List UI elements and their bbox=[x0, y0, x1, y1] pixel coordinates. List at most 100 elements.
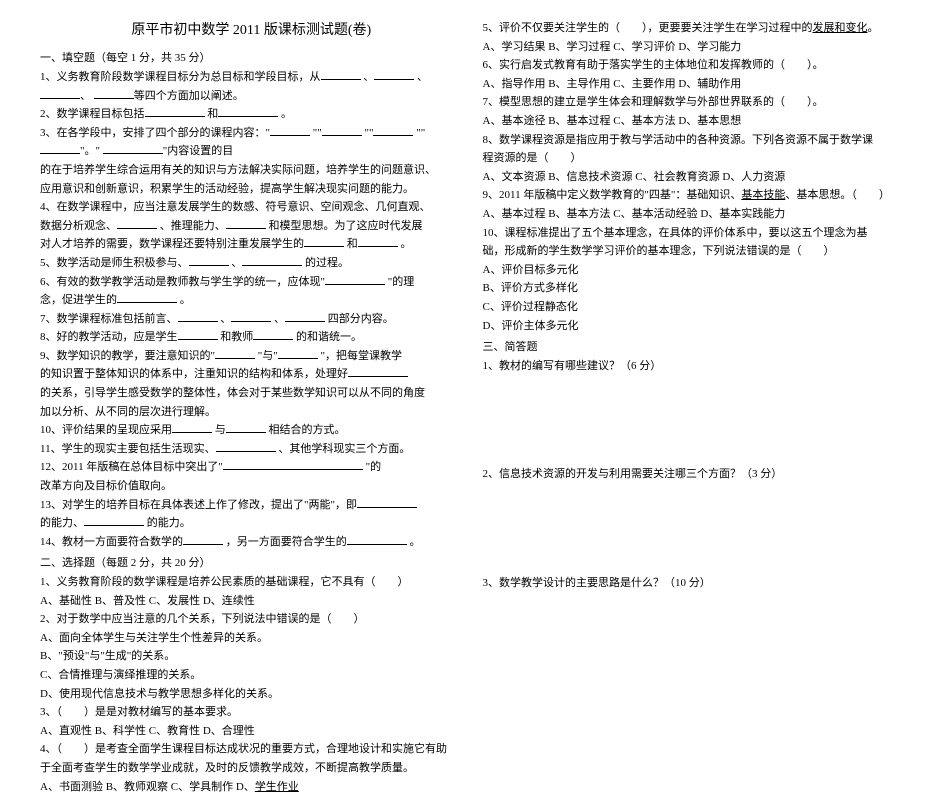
blank bbox=[348, 376, 408, 377]
right-column: 5、评价不仅要关注学生的（ ），更要要关注学生在学习过程中的发展和变化。 A、学… bbox=[473, 20, 916, 648]
q9: 9、数学知识的教学，要注意知识的" "与" "，把每堂课教学 bbox=[40, 348, 463, 366]
blank bbox=[40, 153, 80, 154]
q4-cont2: 对人才培养的需要，数学课程还要特别注重发展学生的 和 。 bbox=[40, 236, 463, 254]
q12: 12、2011 年版稿在总体目标中突出了" "的 bbox=[40, 459, 463, 477]
q6-cont: 念，促进学生的 。 bbox=[40, 292, 463, 310]
blank bbox=[178, 339, 218, 340]
blank bbox=[325, 284, 385, 285]
section-2-heading: 二、选择题（每题 2 分，共 20 分） bbox=[40, 555, 463, 573]
section-1-heading: 一、填空题（每空 1 分，共 35 分） bbox=[40, 50, 463, 68]
mq3-opts: A、直观性 B、科学性 C、教育性 D、合理性 bbox=[40, 723, 463, 741]
mq10-cont: 础，形成新的学生数学学习评价的基本理念，下列说法错误的是（ ） bbox=[483, 243, 906, 261]
blank bbox=[94, 98, 134, 99]
q3-cont3: 应用意识和创新意识，积累学生的活动经验，提高学生解决现实问题的能力。 bbox=[40, 181, 463, 199]
mq2-d: D、使用现代信息技术与教学思想多样化的关系。 bbox=[40, 686, 463, 704]
blank bbox=[347, 544, 407, 545]
mq6: 6、实行启发式教育有助于落实学生的主体地位和发挥教师的（ ）。 bbox=[483, 57, 906, 75]
q1-cont: 、 等四个方面加以阐述。 bbox=[40, 88, 463, 106]
left-column: 原平市初中数学 2011 版课标测试题(卷) 一、填空题（每空 1 分，共 35… bbox=[30, 20, 473, 648]
mq10-b: B、评价方式多样化 bbox=[483, 280, 906, 298]
sq1: 1、教材的编写有哪些建议？（6 分） bbox=[483, 358, 906, 376]
q8: 8、好的教学活动，应是学生 和教师 的和谐统一。 bbox=[40, 329, 463, 347]
q13: 13、对学生的培养目标在具体表述上作了修改，提出了"两能"，即 bbox=[40, 497, 463, 515]
blank bbox=[242, 265, 302, 266]
mq8: 8、数学课程资源是指应用于教与学活动中的各种资源。下列各资源不属于数学课 bbox=[483, 132, 906, 150]
blank bbox=[226, 228, 266, 229]
q6: 6、有效的数学教学活动是教师教与学生学的统一，应体现" "的理 bbox=[40, 274, 463, 292]
mq10: 10、课程标准提出了五个基本理念，在具体的评价体系中，要以这五个理念为基 bbox=[483, 225, 906, 243]
mq2-b: B、"预设"与"生成"的关系。 bbox=[40, 648, 463, 666]
mq7: 7、模型思想的建立是学生体会和理解数学与外部世界联系的（ ）。 bbox=[483, 94, 906, 112]
mq4-opts: A、书面测验 B、教师观察 C、学具制作 D、学生作业 bbox=[40, 779, 463, 796]
blank bbox=[216, 451, 276, 452]
q1: 1、义务教育阶段数学课程目标分为总目标和学段目标，从 、 、 bbox=[40, 69, 463, 87]
q4-cont1: 数据分析观念、 、推理能力、 和模型思想。为了这应时代发展 bbox=[40, 218, 463, 236]
blank bbox=[358, 246, 398, 247]
answer-space bbox=[483, 376, 906, 466]
q9-cont2: 的关系，引导学生感受数学的整体性，体会对于某些数学知识可以从不同的角度 bbox=[40, 385, 463, 403]
mq3: 3、（ ）是是对教材编写的基本要求。 bbox=[40, 704, 463, 722]
blank bbox=[304, 246, 344, 247]
q12-cont: 改革方向及目标价值取向。 bbox=[40, 478, 463, 496]
blank bbox=[40, 98, 80, 99]
q13-cont: 的能力、 的能力。 bbox=[40, 515, 463, 533]
mq2-a: A、面向全体学生与关注学生个性差异的关系。 bbox=[40, 630, 463, 648]
answer-space bbox=[483, 485, 906, 575]
mq4: 4、（ ）是考查全面学生课程目标达成状况的重要方式，合理地设计和实施它有助 bbox=[40, 741, 463, 759]
blank bbox=[278, 358, 318, 359]
blank bbox=[84, 525, 144, 526]
blank bbox=[226, 432, 266, 433]
blank bbox=[218, 116, 278, 117]
blank bbox=[270, 135, 310, 136]
q4: 4、在数学课程中，应当注意发展学生的数感、符号意识、空间观念、几何直观、 bbox=[40, 199, 463, 217]
blank bbox=[103, 153, 163, 154]
mq2: 2、对于数学中应当注意的几个关系，下列说法中错误的是（ ） bbox=[40, 611, 463, 629]
exam-title: 原平市初中数学 2011 版课标测试题(卷) bbox=[40, 20, 463, 42]
mq9-opts: A、基本过程 B、基本方法 C、基本活动经验 D、基本实践能力 bbox=[483, 206, 906, 224]
blank bbox=[357, 507, 417, 508]
q11: 11、学生的现实主要包括生活现实、 、其他学科现实三个方面。 bbox=[40, 441, 463, 459]
blank bbox=[285, 321, 325, 322]
mq10-a: A、评价目标多元化 bbox=[483, 262, 906, 280]
blank bbox=[145, 116, 205, 117]
blank bbox=[253, 339, 293, 340]
mq9: 9、2011 年版稿中定义数学教育的"四基"：基础知识、基本技能、基本思想。（ … bbox=[483, 187, 906, 205]
mq10-d: D、评价主体多元化 bbox=[483, 318, 906, 336]
q3: 3、在各学段中，安排了四个部分的课程内容：" "" "" "" bbox=[40, 125, 463, 143]
section-3-heading: 三、简答题 bbox=[483, 339, 906, 357]
blank bbox=[321, 79, 361, 80]
mq5: 5、评价不仅要关注学生的（ ），更要要关注学生在学习过程中的发展和变化。 bbox=[483, 20, 906, 38]
blank bbox=[374, 79, 414, 80]
q9-cont1: 的知识置于整体知识的体系中，注重知识的结构和体系，处理好 bbox=[40, 366, 463, 384]
mq7-opts: A、基本途径 B、基本过程 C、基本方法 D、基本思想 bbox=[483, 113, 906, 131]
mq4-cont: 于全面考查学生的数学学业成就，及时的反馈教学成效，不断提高教学质量。 bbox=[40, 760, 463, 778]
underlined-text: 基本技能 bbox=[741, 189, 785, 201]
sq3: 3、数学教学设计的主要思路是什么？（10 分） bbox=[483, 575, 906, 593]
mq1-opts: A、基础性 B、普及性 C、发展性 D、连续性 bbox=[40, 593, 463, 611]
q2: 2、数学课程目标包括 和 。 bbox=[40, 106, 463, 124]
mq2-c: C、合情推理与演绎推理的关系。 bbox=[40, 667, 463, 685]
blank bbox=[223, 469, 363, 470]
q9-cont3: 加以分析、从不同的层次进行理解。 bbox=[40, 404, 463, 422]
mq5-opts: A、学习结果 B、学习过程 C、学习评价 D、学习能力 bbox=[483, 39, 906, 57]
underlined-text: 学生作业 bbox=[255, 781, 299, 793]
blank bbox=[215, 358, 255, 359]
q14: 14、教材一方面要符合数学的 ，另一方面要符合学生的 。 bbox=[40, 534, 463, 552]
blank bbox=[322, 135, 362, 136]
blank bbox=[117, 228, 157, 229]
q7: 7、数学课程标准包括前言、 、 、 四部分内容。 bbox=[40, 311, 463, 329]
mq8-cont: 程资源的是（ ） bbox=[483, 150, 906, 168]
blank bbox=[373, 135, 413, 136]
mq8-opts: A、文本资源 B、信息技术资源 C、社会教育资源 D、人力资源 bbox=[483, 169, 906, 187]
blank bbox=[117, 302, 177, 303]
blank bbox=[189, 265, 229, 266]
blank bbox=[178, 321, 218, 322]
sq2: 2、信息技术资源的开发与利用需要关注哪三个方面？（3 分） bbox=[483, 466, 906, 484]
mq1: 1、义务教育阶段的数学课程是培养公民素质的基础课程，它不具有（ ） bbox=[40, 574, 463, 592]
q10: 10、评价结果的呈现应采用 与 相结合的方式。 bbox=[40, 422, 463, 440]
blank bbox=[231, 321, 271, 322]
q5: 5、数学活动是师生积极参与、 、 的过程。 bbox=[40, 255, 463, 273]
q3-cont1: "。" "内容设置的目 bbox=[40, 143, 463, 161]
mq10-c: C、评价过程静态化 bbox=[483, 299, 906, 317]
mq6-opts: A、指导作用 B、主导作用 C、主要作用 D、辅助作用 bbox=[483, 76, 906, 94]
